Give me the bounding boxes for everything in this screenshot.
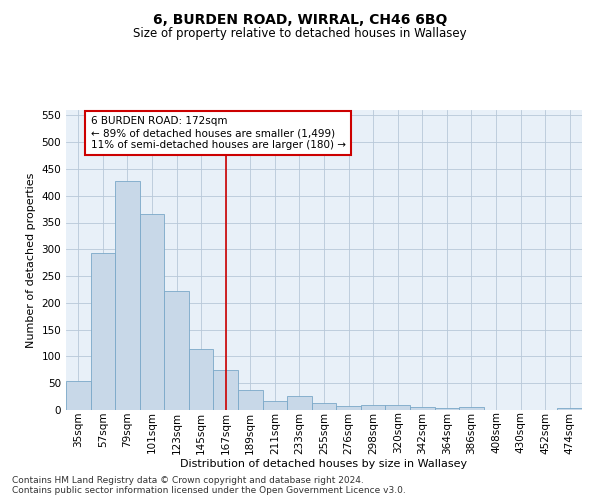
X-axis label: Distribution of detached houses by size in Wallasey: Distribution of detached houses by size … [181,459,467,469]
Bar [410,408,434,410]
Bar [189,350,214,410]
Bar [287,396,312,410]
Bar [238,390,263,410]
Bar [336,406,361,410]
Bar [557,408,582,410]
Bar [91,253,115,410]
Bar [164,290,189,410]
Bar [140,214,164,410]
Bar [459,408,484,410]
Bar [361,405,385,410]
Text: 6, BURDEN ROAD, WIRRAL, CH46 6BQ: 6, BURDEN ROAD, WIRRAL, CH46 6BQ [153,12,447,26]
Y-axis label: Number of detached properties: Number of detached properties [26,172,36,348]
Bar [66,380,91,410]
Text: Contains HM Land Registry data © Crown copyright and database right 2024.
Contai: Contains HM Land Registry data © Crown c… [12,476,406,495]
Bar [312,403,336,410]
Bar [263,402,287,410]
Bar [214,370,238,410]
Bar [115,180,140,410]
Bar [434,408,459,410]
Bar [385,405,410,410]
Text: 6 BURDEN ROAD: 172sqm
← 89% of detached houses are smaller (1,499)
11% of semi-d: 6 BURDEN ROAD: 172sqm ← 89% of detached … [91,116,346,150]
Text: Size of property relative to detached houses in Wallasey: Size of property relative to detached ho… [133,28,467,40]
